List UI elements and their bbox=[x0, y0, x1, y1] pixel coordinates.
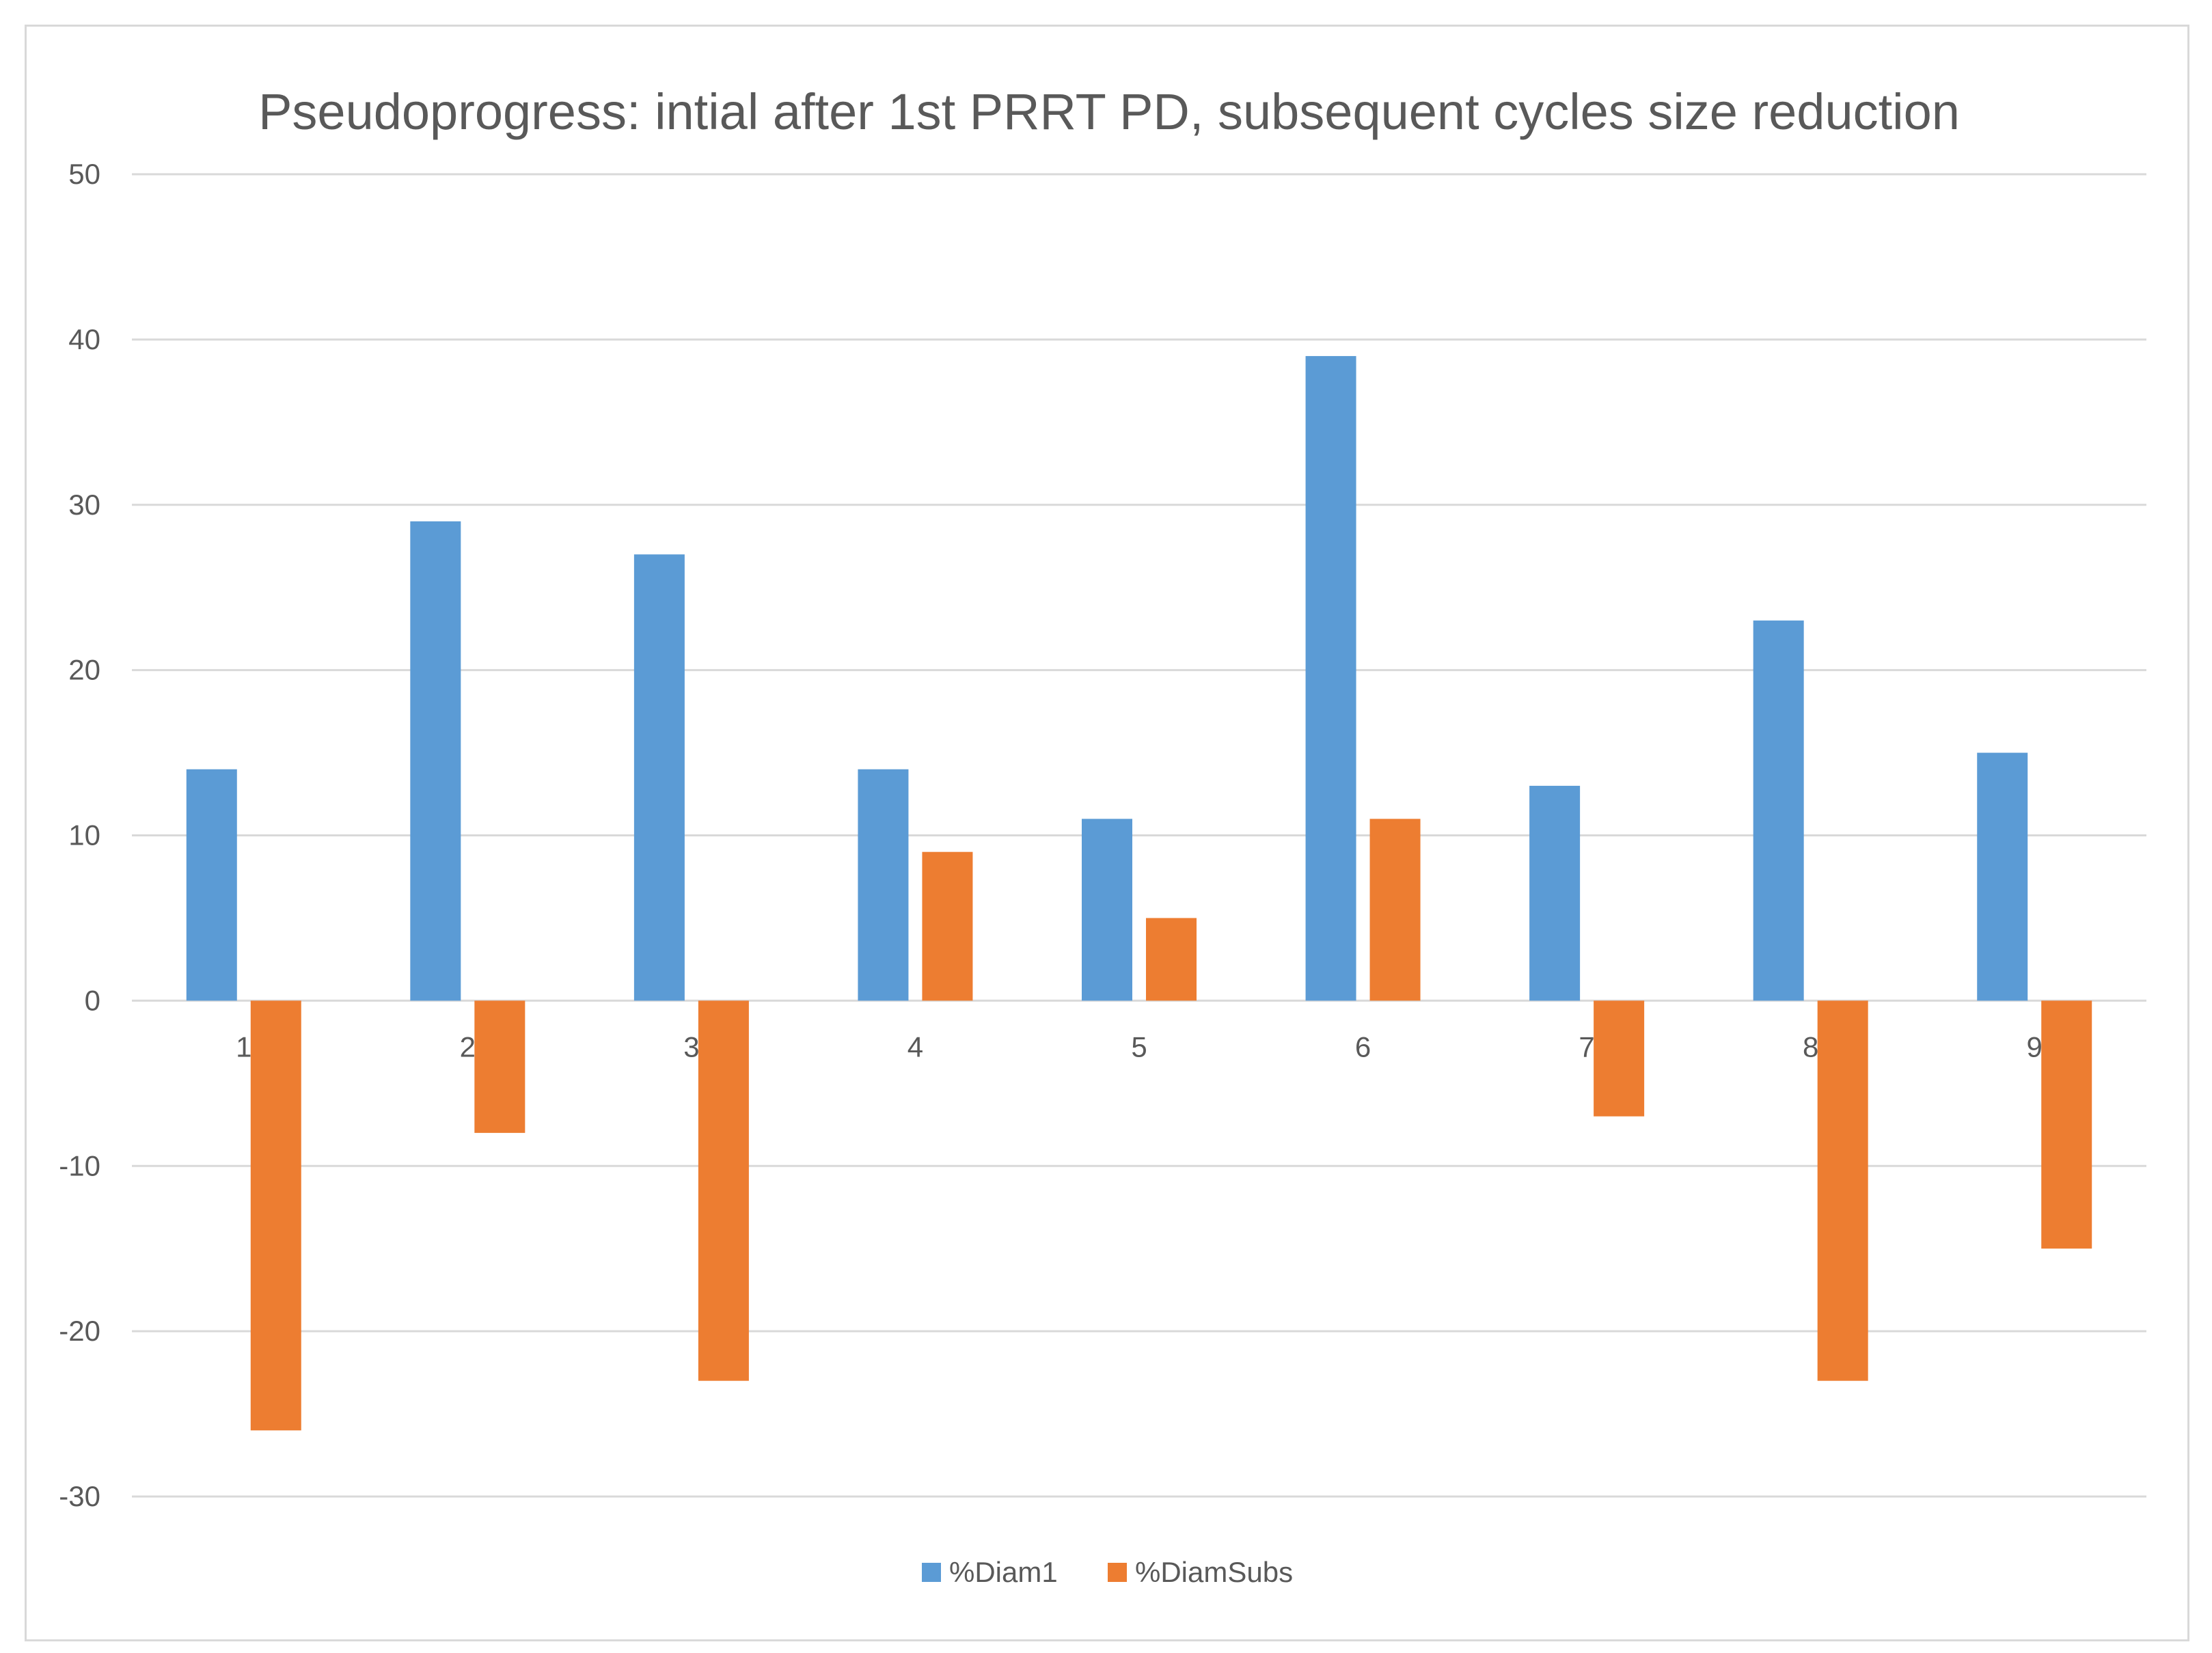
y-tick-label: 30 bbox=[68, 489, 100, 521]
y-tick-label: 0 bbox=[85, 984, 100, 1016]
bar-pct-diamsubs-7 bbox=[1594, 1000, 1645, 1117]
x-tick-label: 5 bbox=[1131, 1030, 1147, 1063]
x-tick-label: 3 bbox=[683, 1030, 699, 1063]
x-tick-label: 6 bbox=[1355, 1030, 1371, 1063]
chart-title: Pseudoprogress: intial after 1st PRRT PD… bbox=[258, 83, 1960, 140]
chart-frame: Pseudoprogress: intial after 1st PRRT PD… bbox=[25, 25, 2189, 1641]
y-tick-label: 10 bbox=[68, 819, 100, 851]
x-tick-label: 2 bbox=[460, 1030, 476, 1063]
bar-pct-diamsubs-9 bbox=[2041, 1000, 2092, 1249]
x-tick-label: 7 bbox=[1579, 1030, 1594, 1063]
bar-pct-diamsubs-5 bbox=[1146, 918, 1197, 1001]
bar-pct-diamsubs-8 bbox=[1817, 1000, 1868, 1381]
bar-pct-diam1-8 bbox=[1753, 620, 1804, 1001]
bar-pct-diam1-7 bbox=[1529, 785, 1581, 1001]
y-tick-label: -30 bbox=[59, 1480, 100, 1512]
bar-pct-diam1-4 bbox=[858, 769, 909, 1001]
x-tick-label: 1 bbox=[236, 1030, 251, 1063]
x-tick-label: 4 bbox=[907, 1030, 923, 1063]
bar-pct-diam1-1 bbox=[186, 769, 237, 1001]
y-tick-label: 20 bbox=[68, 654, 100, 686]
bar-pct-diamsubs-6 bbox=[1369, 819, 1421, 1001]
bar-pct-diam1-5 bbox=[1082, 819, 1132, 1001]
legend: %Diam1 %DiamSubs bbox=[922, 1556, 1293, 1588]
bar-pct-diamsubs-4 bbox=[922, 851, 973, 1001]
y-tick-label: 50 bbox=[68, 158, 100, 190]
bar-pct-diam1-3 bbox=[633, 554, 685, 1001]
bar-pct-diam1-9 bbox=[1977, 752, 2028, 1001]
bar-pct-diamsubs-1 bbox=[250, 1000, 301, 1431]
y-tick-label: 40 bbox=[68, 323, 100, 355]
legend-swatch-diamsubs bbox=[1108, 1563, 1127, 1582]
bars bbox=[186, 356, 2092, 1431]
gridlines bbox=[132, 173, 2146, 1498]
x-tick-label: 9 bbox=[2027, 1030, 2043, 1063]
y-tick-label: -10 bbox=[59, 1149, 100, 1181]
y-tick-label: -20 bbox=[59, 1315, 100, 1347]
x-tick-label: 8 bbox=[1803, 1030, 1818, 1063]
bar-pct-diamsubs-3 bbox=[698, 1000, 749, 1381]
legend-swatch-diam1 bbox=[922, 1563, 941, 1582]
legend-label-diam1: %Diam1 bbox=[949, 1556, 1058, 1588]
legend-label-diamsubs: %DiamSubs bbox=[1135, 1556, 1293, 1588]
bar-pct-diamsubs-2 bbox=[474, 1000, 525, 1133]
bar-pct-diam1-2 bbox=[410, 521, 461, 1001]
chart-svg: Pseudoprogress: intial after 1st PRRT PD… bbox=[59, 83, 2146, 1588]
axes: -30 -20 -10 0 10 20 30 40 50 1 2 3 4 5 6 7 8 9 bbox=[59, 158, 2146, 1512]
bar-pct-diam1-6 bbox=[1305, 356, 1356, 1001]
